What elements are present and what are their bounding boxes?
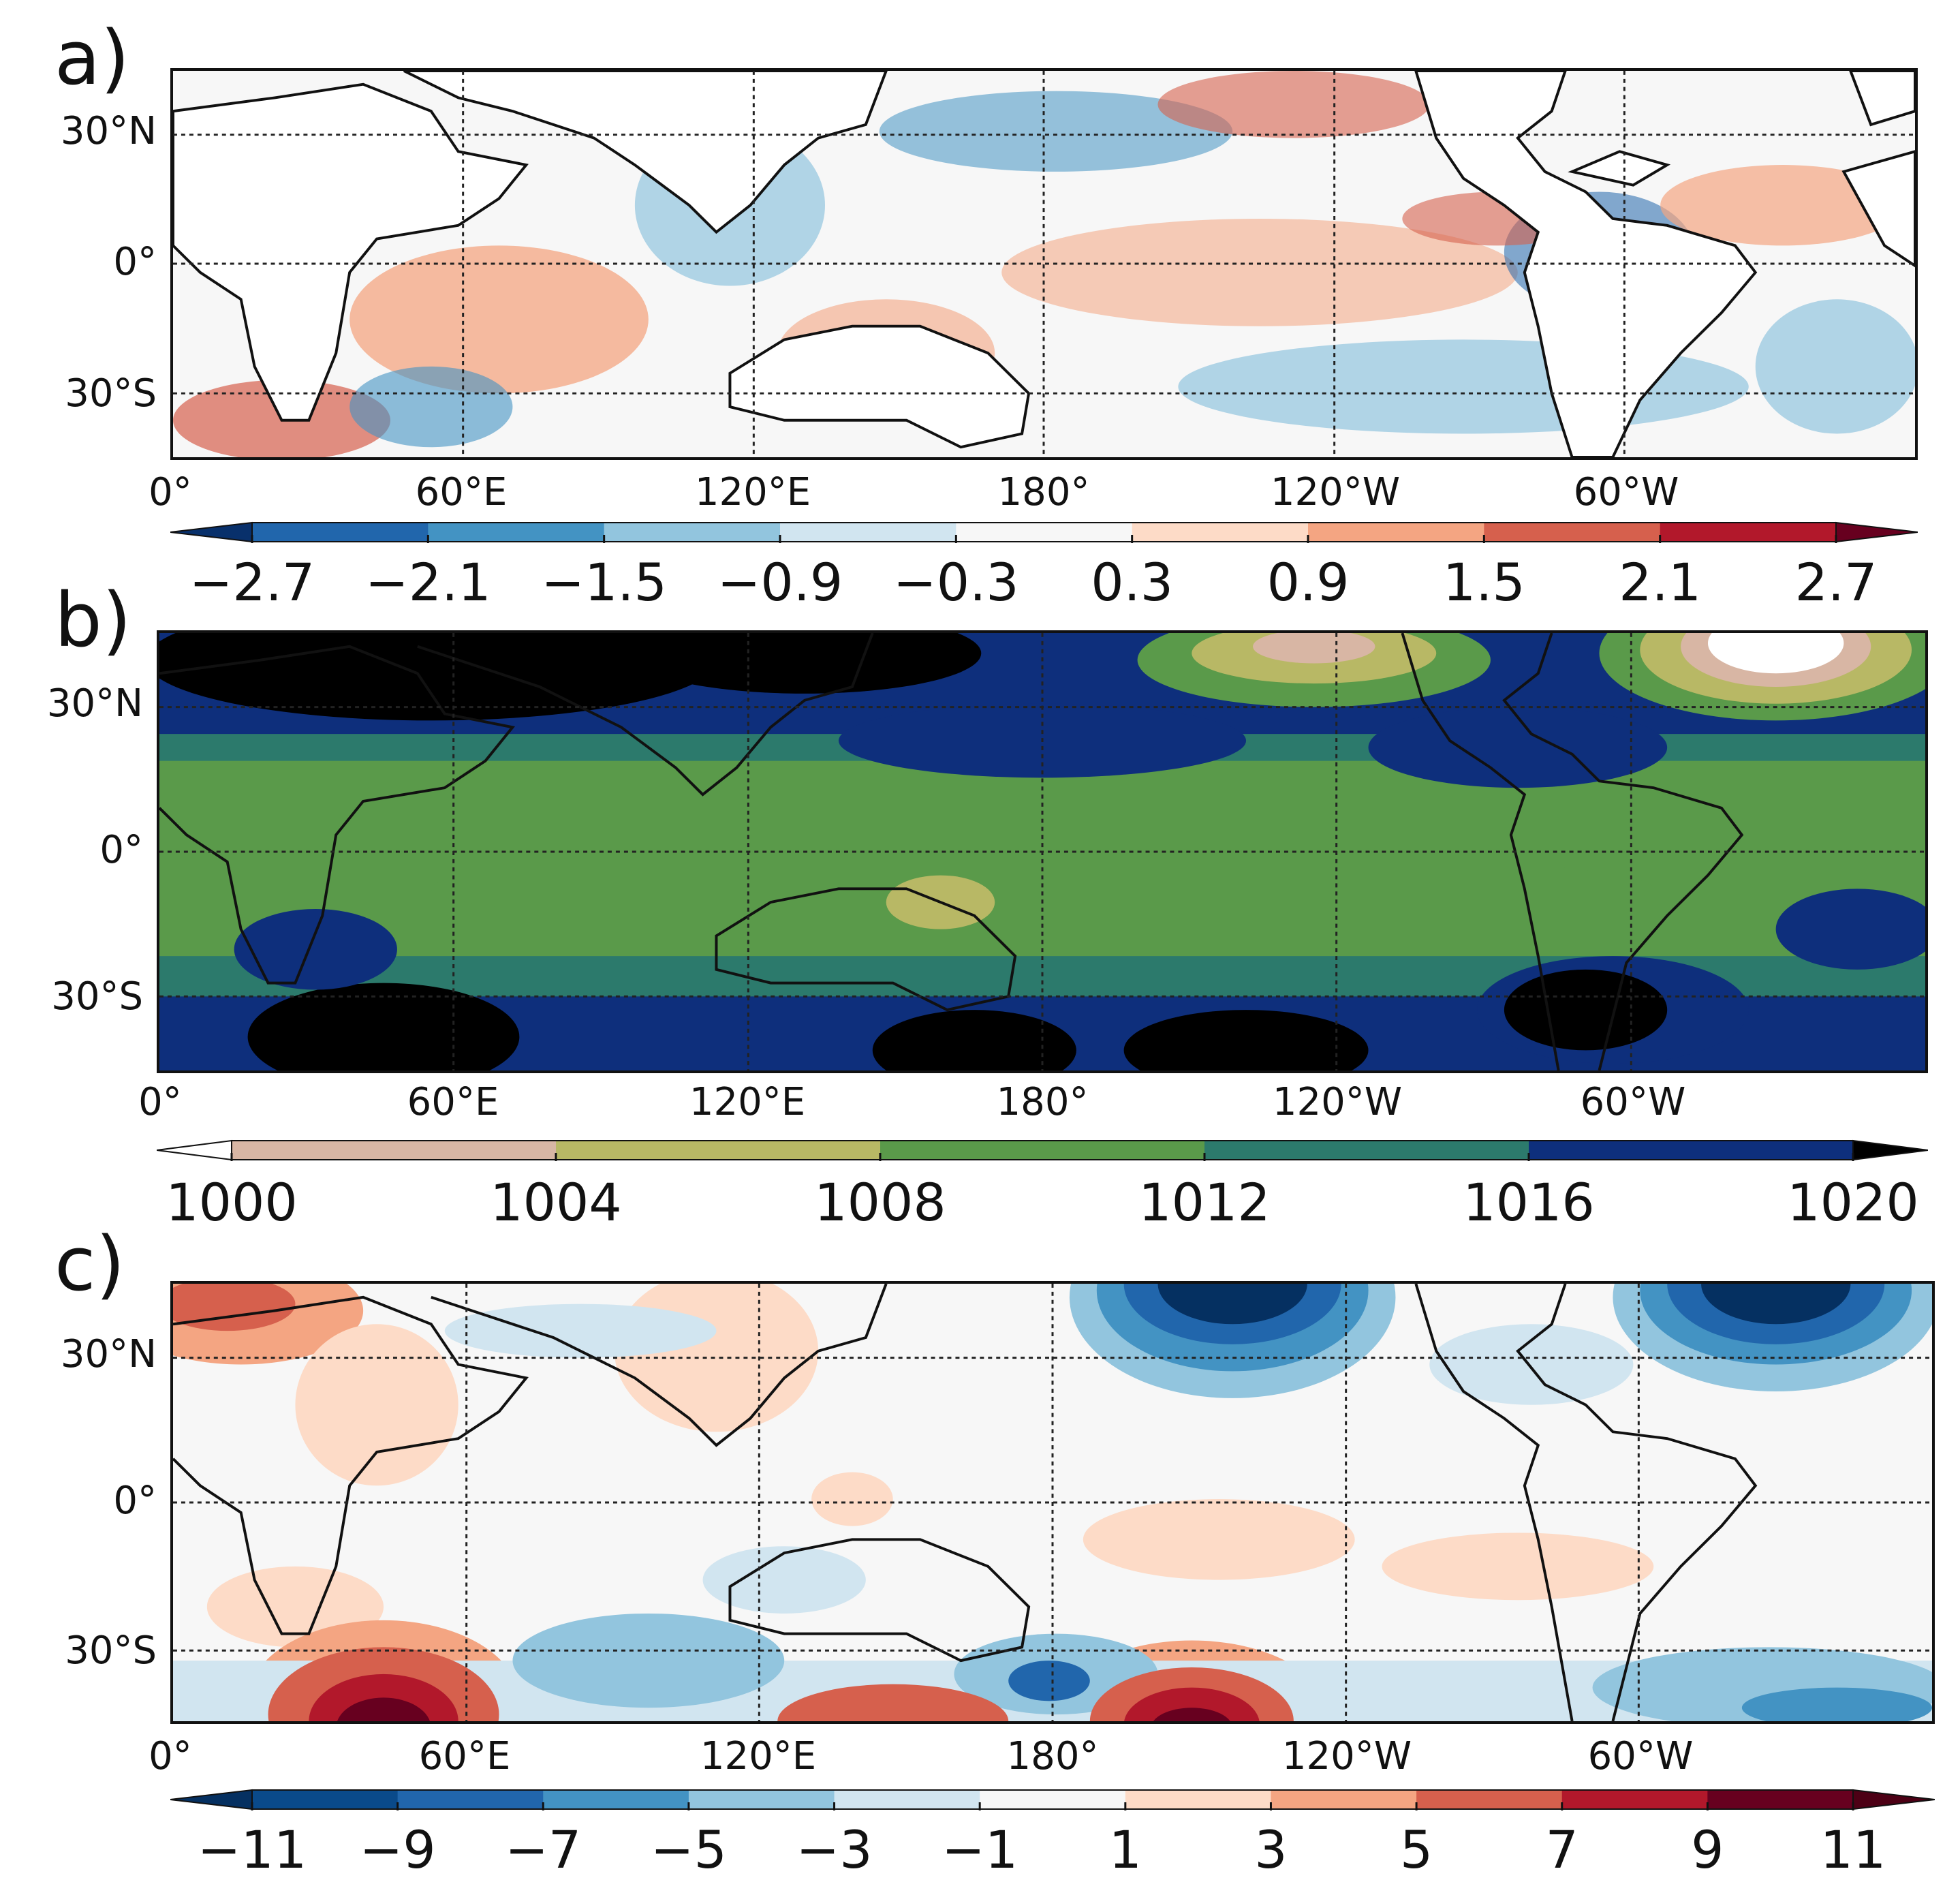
colorbar-tick-label: 9 [1691,1819,1724,1880]
colorbar-segment [1529,1141,1854,1160]
colorbar-tick-label: 2.1 [1619,552,1702,613]
lon-label-120w: 120°W [1281,1734,1412,1778]
lon-label-60w: 60°W [1573,470,1679,514]
colorbar-tick-label: 1016 [1463,1172,1595,1233]
map-b-field [159,633,1925,1070]
lat-label-30s: 30°S [51,974,143,1019]
colorbar-segment [1484,523,1661,542]
colorbar-segment [1204,1141,1529,1160]
colorbar-tick-label: 1004 [490,1172,622,1233]
colorbar-tick-label: 3 [1254,1819,1288,1880]
colorbar-tick-label: −9 [359,1819,436,1880]
colorbar-segment [956,523,1133,542]
lat-label-30n: 30°N [60,1332,157,1376]
colorbar-tick-label: −5 [650,1819,727,1880]
colorbar-tick-label: −7 [505,1819,582,1880]
colorbar-tick-label: 1012 [1138,1172,1271,1233]
colorbar-tick-label: 2.7 [1794,552,1878,613]
map-c [170,1281,1935,1724]
colorbar-c [170,1789,1935,1810]
colorbar-b [157,1139,1928,1161]
panel-c-label: c) [55,1220,125,1308]
panel-a-label: a) [55,14,130,102]
colorbar-segment [232,1141,557,1160]
lon-label-0: 0° [149,470,192,514]
lat-label-30s: 30°S [65,1629,157,1673]
colorbar-tick-label: −3 [796,1819,873,1880]
colorbar-tick-label: 1.5 [1442,552,1525,613]
lat-label-eq: 0° [113,1479,157,1523]
colorbar-extend-high [1852,1789,1935,1810]
colorbar-tick-label: −2.7 [189,552,315,613]
lon-label-180: 180° [997,470,1090,514]
colorbar-segment [780,523,957,542]
colorbar-tick-label: 1020 [1787,1172,1919,1233]
colorbar-segment [1561,1790,1709,1809]
lon-label-0: 0° [149,1734,192,1778]
colorbar-segment [604,523,781,542]
lon-label-0: 0° [138,1080,182,1124]
colorbar-tick-label: 11 [1820,1819,1886,1880]
colorbar-tick-label: −0.9 [717,552,843,613]
lat-label-30n: 30°N [46,681,143,726]
colorbar-segment [1132,523,1309,542]
colorbar-segment [397,1790,544,1809]
colorbar-tick-label: 0.9 [1266,552,1350,613]
map-a-field [173,71,1915,457]
lon-label-120w: 120°W [1272,1080,1403,1124]
colorbar-segment [980,1790,1126,1809]
lon-label-60e: 60°E [407,1080,499,1124]
colorbar-tick-label: −11 [197,1819,307,1880]
colorbar-segment [1271,1790,1418,1809]
lat-label-30s: 30°S [65,371,157,416]
colorbar-segment [252,1790,399,1809]
colorbar-a [170,521,1918,543]
colorbar-segment [543,1790,689,1809]
colorbar-tick-label: −1.5 [541,552,667,613]
colorbar-segment [556,1141,881,1160]
panel-a: a) [0,0,1960,613]
colorbar-tick-label: −1 [942,1819,1018,1880]
lon-label-120e: 120°E [694,470,811,514]
colorbar-segment [880,1141,1205,1160]
colorbar-tick-label: 1 [1108,1819,1142,1880]
map-c-field [173,1284,1932,1721]
lon-label-120w: 120°W [1270,470,1401,514]
colorbar-segment [252,523,429,542]
lon-label-180: 180° [996,1080,1089,1124]
lon-label-60e: 60°E [418,1734,511,1778]
colorbar-segment [688,1790,835,1809]
colorbar-segment [1125,1790,1272,1809]
colorbar-segment [1660,523,1837,542]
colorbar-segment [428,523,605,542]
colorbar-segment [1707,1790,1854,1809]
colorbar-tick-label: −2.1 [365,552,491,613]
colorbar-tick-label: 1000 [166,1172,298,1233]
lat-label-eq: 0° [113,240,157,284]
lon-label-60w: 60°W [1580,1080,1686,1124]
panel-b-label: b) [55,576,131,664]
colorbar-segment [1308,523,1485,542]
lon-label-120e: 120°E [700,1734,817,1778]
colorbar-tick-label: −0.3 [893,552,1019,613]
colorbar-tick-label: 5 [1399,1819,1433,1880]
map-a [170,68,1918,460]
lon-label-60w: 60°W [1587,1734,1694,1778]
lon-label-180: 180° [1006,1734,1099,1778]
colorbar-segment [1416,1790,1563,1809]
lon-label-120e: 120°E [689,1080,806,1124]
lat-label-30n: 30°N [60,109,157,153]
colorbar-tick-label: 1008 [814,1172,946,1233]
lon-label-60e: 60°E [415,470,508,514]
colorbar-segment [834,1790,981,1809]
colorbar-tick-label: 7 [1545,1819,1578,1880]
map-b [157,630,1928,1073]
colorbar-tick-label: 0.3 [1091,552,1174,613]
colorbar-extend-low [170,1789,253,1810]
lat-label-eq: 0° [99,828,143,872]
panel-b: b) [46,576,1928,1233]
